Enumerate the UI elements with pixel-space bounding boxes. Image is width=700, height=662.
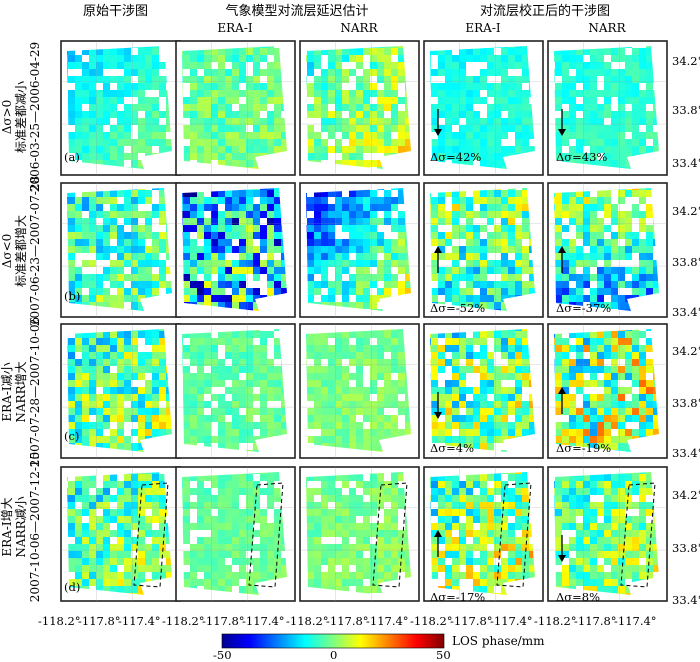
xtick-col4-2: -117.8° [450, 614, 493, 628]
panel-c-original [60, 323, 181, 459]
panel-a-model-era [175, 40, 296, 176]
panel-d-corr-era [423, 466, 544, 602]
xtick-col5-2: -117.8° [574, 614, 617, 628]
dashed-box-corr-narr [620, 482, 656, 588]
header-corrected: 对流层校正后的干涉图 [479, 4, 610, 19]
arrow-up-icon-b-corr-era [434, 246, 442, 273]
ytick-b-2: 33.8° [672, 255, 700, 269]
dashed-box-model-era [248, 482, 284, 588]
panel-a-model-narr [299, 40, 420, 176]
delta-era-d: Δσ=-17% [430, 590, 486, 604]
delta-narr-d: Δσ=8% [556, 590, 601, 604]
ytick-c-1: 34.2° [672, 344, 700, 358]
panel-a-corr-era [423, 40, 544, 176]
ytick-a-2: 33.8° [672, 103, 700, 117]
delta-narr-c: Δσ=-19% [556, 441, 612, 455]
panel-a-original [60, 40, 181, 176]
panel-b-corr-era [423, 182, 544, 318]
panel-letter-c: (c) [64, 429, 80, 443]
colorbar-min-label: -50 [213, 648, 232, 662]
ytick-b-3: 33.4° [672, 305, 700, 319]
xtick-col3-3: -117.4° [366, 614, 409, 628]
ytick-d-2: 33.8° [672, 541, 700, 555]
delta-era-b: Δσ=-52% [430, 301, 486, 315]
panel-d-model-era [175, 466, 296, 602]
subheader-corr-era: ERA-I [465, 21, 501, 35]
arrow-up-icon-d-corr-era [434, 530, 442, 557]
ytick-c-2: 33.8° [672, 396, 700, 410]
subheader-model-era: ERA-I [217, 21, 253, 35]
panel-b-model-era [175, 182, 296, 318]
panel-c-corr-narr [547, 323, 668, 459]
arrow-down-icon-d-corr-narr [558, 535, 566, 562]
panel-d-model-narr [299, 466, 420, 602]
panel-letter-a: (a) [64, 150, 80, 164]
xtick-col5-3: -117.4° [614, 614, 657, 628]
xtick-col5-1: -118.2° [534, 614, 577, 628]
arrow-down-icon-a-corr-narr [558, 109, 566, 136]
colorbar-mid-label: 0 [330, 648, 338, 662]
panel-letter-d: (d) [64, 580, 81, 594]
colorbar-max-label: 50 [436, 648, 451, 662]
panel-b-original [60, 182, 181, 318]
header-model-estimate: 气象模型对流层延迟估计 [225, 4, 369, 19]
delta-narr-b: Δσ=-37% [556, 301, 612, 315]
ytick-a-1: 34.2° [672, 54, 700, 68]
arrow-down-icon-a-corr-era [434, 109, 442, 136]
panel-c-model-era [175, 323, 296, 459]
xtick-col2-2: -117.8° [202, 614, 245, 628]
panel-c-corr-era [423, 323, 544, 459]
ytick-b-1: 34.2° [672, 204, 700, 218]
xtick-col1-3: -117.4° [118, 614, 161, 628]
dashed-box-model-narr [372, 482, 408, 588]
arrow-up-icon-b-corr-narr [558, 246, 566, 273]
panel-a-corr-narr [547, 40, 668, 176]
ytick-c-3: 33.4° [672, 446, 700, 460]
delta-era-c: Δσ=4% [430, 441, 475, 455]
panel-letter-b: (b) [64, 289, 81, 303]
panel-d-original [60, 466, 181, 602]
panel-b-model-narr [299, 182, 420, 318]
xtick-col4-1: -118.2° [410, 614, 453, 628]
header-original: 原始干涉图 [82, 4, 148, 19]
dashed-box-original [133, 482, 169, 588]
subheader-corr-narr: NARR [588, 21, 626, 35]
ytick-a-3: 33.4° [672, 156, 700, 170]
panel-b-corr-narr [547, 182, 668, 318]
delta-era-a: Δσ=42% [430, 150, 482, 164]
colorbar [221, 633, 445, 649]
arrow-down-icon-c-corr-era [434, 392, 442, 419]
xtick-col2-1: -118.2° [162, 614, 205, 628]
dashed-box-corr-era [496, 482, 532, 588]
subheader-model-narr: NARR [340, 21, 378, 35]
delta-narr-a: Δσ=43% [556, 150, 608, 164]
xtick-col1-2: -117.8° [78, 614, 121, 628]
xtick-col2-3: -117.4° [242, 614, 285, 628]
xtick-col1-1: -118.2° [38, 614, 81, 628]
xtick-col4-3: -117.4° [490, 614, 533, 628]
ytick-d-1: 34.2° [672, 488, 700, 502]
panel-c-model-narr [299, 323, 420, 459]
xtick-col3-2: -117.8° [326, 614, 369, 628]
ytick-d-3: 33.4° [672, 593, 700, 607]
colorbar-unit-label: LOS phase/mm [452, 634, 545, 648]
arrow-up-icon-c-corr-narr [558, 387, 566, 414]
xtick-col3-1: -118.2° [286, 614, 329, 628]
panel-d-corr-narr [547, 466, 668, 602]
